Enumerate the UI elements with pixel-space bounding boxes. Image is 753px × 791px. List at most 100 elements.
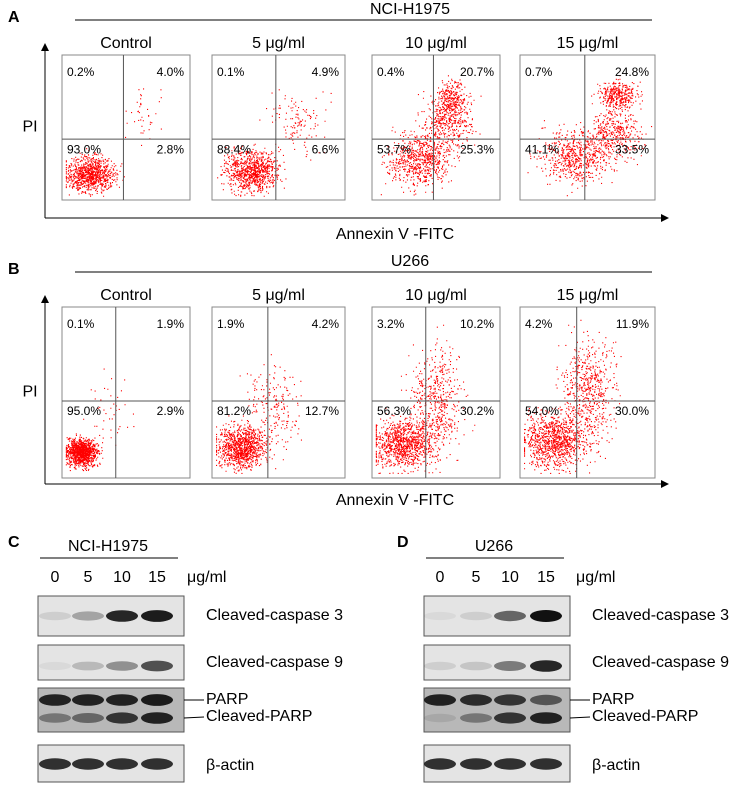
blot-band xyxy=(494,758,526,770)
plot-title: Control xyxy=(100,35,152,52)
blot-band xyxy=(106,712,138,724)
blot-label: β-actin xyxy=(206,757,254,774)
event-dots xyxy=(380,75,482,196)
quadrant-percent: 1.9% xyxy=(217,317,245,331)
panel-label: C xyxy=(8,534,20,551)
x-axis-label: Annexin V -FITC xyxy=(336,492,454,509)
blot-band xyxy=(39,758,71,770)
blot-band xyxy=(39,713,71,723)
blot-band xyxy=(141,694,173,706)
quadrant-percent: 4.2% xyxy=(525,317,553,331)
dose-label: 0 xyxy=(51,569,60,586)
event-dots xyxy=(65,368,135,472)
dose-label: 5 xyxy=(84,569,93,586)
quadrant-percent: 20.7% xyxy=(460,65,494,79)
plot-title: 10 μg/ml xyxy=(405,35,467,52)
cell-line: NCI-H1975 xyxy=(68,538,148,555)
plot-title: Control xyxy=(100,287,152,304)
blot-band xyxy=(106,610,138,622)
blot-band xyxy=(141,758,173,770)
blot-label: β-actin xyxy=(592,757,640,774)
blot-band xyxy=(460,694,492,706)
blot-band xyxy=(530,610,562,622)
blot-band xyxy=(424,713,456,723)
quadrant-percent: 0.4% xyxy=(377,65,405,79)
blot-band xyxy=(530,758,562,770)
blot-label: Cleaved-caspase 3 xyxy=(592,607,729,624)
dose-label: 15 xyxy=(148,569,166,586)
plot-title: 10 μg/ml xyxy=(405,287,467,304)
quadrant-percent: 0.7% xyxy=(525,65,553,79)
x-axis-label: Annexin V -FITC xyxy=(336,226,454,243)
blot-band xyxy=(106,661,138,671)
event-dots xyxy=(524,319,622,474)
quadrant-percent: 4.2% xyxy=(312,317,340,331)
quadrant-percent: 25.3% xyxy=(460,142,494,156)
quadrant-percent: 24.8% xyxy=(615,65,649,79)
blot-band xyxy=(530,694,562,706)
plot-frame xyxy=(211,54,346,201)
quadrant-percent: 10.2% xyxy=(460,317,494,331)
quadrant-percent: 11.9% xyxy=(616,317,649,331)
blot-label: Cleaved-caspase 9 xyxy=(592,654,729,671)
quadrant-percent: 2.8% xyxy=(157,142,185,156)
quadrant-percent: 30.0% xyxy=(615,404,649,418)
blot-band xyxy=(39,661,71,671)
blot-band xyxy=(494,661,526,671)
quadrant-percent: 41.1% xyxy=(525,142,559,156)
quadrant-percent: 6.6% xyxy=(312,142,340,156)
blot-label: Cleaved-caspase 3 xyxy=(206,607,343,624)
y-axis-label: PI xyxy=(22,119,37,136)
dose-label: 10 xyxy=(113,569,131,586)
quadrant-percent: 33.5% xyxy=(615,142,649,156)
blot-band xyxy=(141,712,173,724)
plot-frame xyxy=(211,306,346,479)
blot-band xyxy=(424,758,456,770)
plot-title: 15 μg/ml xyxy=(557,287,619,304)
quadrant-percent: 56.3% xyxy=(377,404,411,418)
dose-unit: μg/ml xyxy=(576,569,615,586)
plot-frame xyxy=(519,54,656,201)
quadrant-percent: 3.2% xyxy=(377,317,405,331)
quadrant-percent: 0.1% xyxy=(217,65,245,79)
plot-title: 5 μg/ml xyxy=(252,287,305,304)
quadrant-percent: 4.0% xyxy=(157,65,185,79)
blot-label: PARP xyxy=(206,691,248,708)
blot-band xyxy=(141,610,173,622)
plot-frame xyxy=(61,306,191,479)
cell-line: NCI-H1975 xyxy=(370,1,450,18)
plot-frame xyxy=(371,306,501,479)
dose-label: 0 xyxy=(436,569,445,586)
blot-band xyxy=(494,712,526,724)
blot-label: Cleaved-PARP xyxy=(206,708,312,725)
blot-band xyxy=(72,694,104,706)
dose-label: 5 xyxy=(472,569,481,586)
blot-band xyxy=(424,694,456,706)
quadrant-percent: 4.9% xyxy=(312,65,340,79)
blot-label: Cleaved-caspase 9 xyxy=(206,654,343,671)
leader-line xyxy=(183,716,205,719)
quadrant-percent: 0.1% xyxy=(67,317,95,331)
quadrant-percent: 53.7% xyxy=(377,142,411,156)
plot-frame xyxy=(519,306,656,479)
quadrant-percent: 81.2% xyxy=(217,404,251,418)
quadrant-percent: 2.9% xyxy=(157,404,185,418)
blot-band xyxy=(424,661,456,671)
quadrant-percent: 30.2% xyxy=(460,404,494,418)
quadrant-percent: 93.0% xyxy=(67,142,101,156)
quadrant-percent: 95.0% xyxy=(67,404,101,418)
blot-band xyxy=(106,694,138,706)
panel-label: B xyxy=(8,261,20,278)
dose-label: 10 xyxy=(501,569,519,586)
blot-band xyxy=(460,713,492,723)
blot-band xyxy=(39,694,71,706)
dose-unit: μg/ml xyxy=(187,569,226,586)
quadrant-percent: 12.7% xyxy=(305,404,339,418)
cell-line: U266 xyxy=(475,538,513,555)
event-dots xyxy=(216,354,302,474)
event-dots xyxy=(65,88,162,197)
blot-band xyxy=(72,758,104,770)
blot-band xyxy=(494,610,526,622)
blot-band xyxy=(530,712,562,724)
